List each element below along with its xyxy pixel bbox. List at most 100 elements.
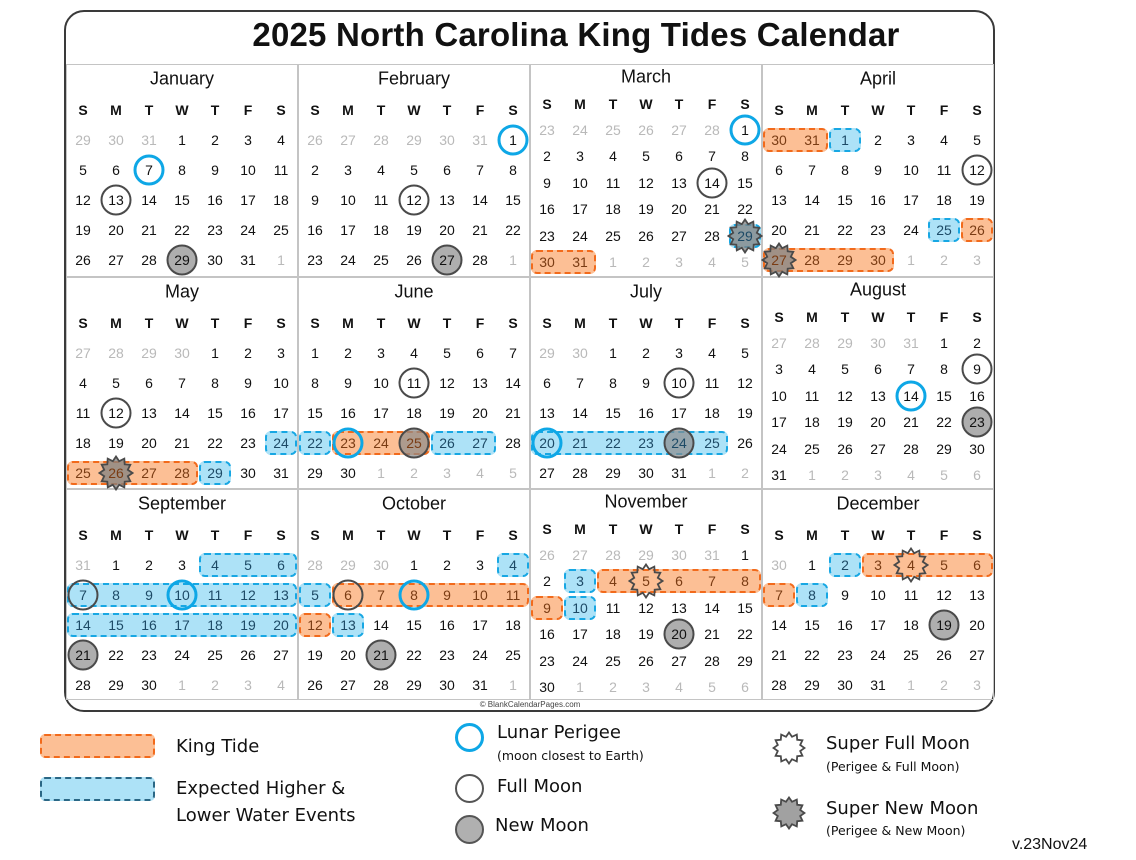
day-cell: 3 xyxy=(244,132,252,148)
month-name: January xyxy=(149,68,215,89)
weekday-header: M xyxy=(342,102,354,118)
day-cell: 6 xyxy=(145,375,153,391)
weekday-header: S xyxy=(508,102,518,118)
day-cell: 7 xyxy=(708,573,716,590)
day-cell: 31 xyxy=(141,132,157,148)
day-cell: 6 xyxy=(973,557,981,573)
day-cell: 28 xyxy=(704,227,720,244)
day-cell: 29 xyxy=(75,132,91,148)
weekday-header: M xyxy=(342,315,354,331)
day-cell: 22 xyxy=(804,647,820,663)
day-cell: 7 xyxy=(576,375,584,391)
day-cell: 26 xyxy=(638,122,654,138)
expected-water-highlight xyxy=(564,595,596,620)
weekday-header: S xyxy=(508,527,518,543)
day-cell: 1 xyxy=(509,252,517,268)
day-cell: 30 xyxy=(870,335,886,351)
day-cell: 28 xyxy=(704,122,720,138)
day-cell: 25 xyxy=(804,440,820,457)
day-cell: 31 xyxy=(472,677,488,693)
day-cell: 5 xyxy=(311,587,319,603)
weekday-header: T xyxy=(906,527,916,543)
day-cell: 16 xyxy=(539,626,555,643)
day-cell: 6 xyxy=(443,162,451,178)
weekday-header: W xyxy=(871,102,885,118)
day-cell: 26 xyxy=(406,252,422,268)
day-cell: 27 xyxy=(75,345,91,361)
day-cell: 11 xyxy=(605,174,621,191)
day-cell: 17 xyxy=(240,192,256,208)
super-new-moon-star-icon xyxy=(772,796,806,830)
day-cell: 30 xyxy=(108,132,124,148)
day-cell: 15 xyxy=(936,387,952,404)
day-cell: 27 xyxy=(108,252,124,268)
day-cell: 14 xyxy=(771,617,787,633)
day-cell: 5 xyxy=(741,345,749,361)
day-cell: 5 xyxy=(79,162,87,178)
day-cell: 16 xyxy=(638,405,654,421)
day-cell: 18 xyxy=(406,405,422,421)
weekday-header: F xyxy=(243,102,253,118)
day-cell: 28 xyxy=(704,652,720,669)
day-cell: 1 xyxy=(741,122,749,138)
day-cell: 20 xyxy=(340,647,356,663)
day-cell: 9 xyxy=(874,162,882,178)
day-cell: 18 xyxy=(903,617,919,633)
day-cell: 20 xyxy=(671,626,687,643)
weekday-header: T xyxy=(840,527,850,543)
day-cell: 7 xyxy=(377,587,385,603)
day-cell: 14 xyxy=(804,192,820,208)
day-cell: 23 xyxy=(240,435,256,451)
day-cell: 10 xyxy=(340,192,356,208)
month-panel-april xyxy=(762,64,994,277)
king-tide-highlight xyxy=(862,553,993,577)
legend-perigee: Lunar Perigee xyxy=(497,722,621,743)
day-cell: 25 xyxy=(936,222,952,238)
day-cell: 30 xyxy=(771,132,787,148)
weekday-header: S xyxy=(774,309,784,325)
weekday-header: T xyxy=(906,309,916,325)
expected-water-highlight xyxy=(829,553,861,577)
day-cell: 3 xyxy=(907,132,915,148)
weekday-header: W xyxy=(175,315,189,331)
day-cell: 2 xyxy=(642,345,650,361)
day-cell: 30 xyxy=(870,252,886,268)
day-cell: 6 xyxy=(543,375,551,391)
day-cell: 2 xyxy=(841,467,849,483)
super-full-moon-star-shape xyxy=(628,563,664,600)
day-cell: 1 xyxy=(609,345,617,361)
weekday-header: M xyxy=(574,96,586,112)
day-cell: 6 xyxy=(112,162,120,178)
new-moon-icon xyxy=(166,244,198,276)
expected-water-highlight xyxy=(199,553,297,577)
day-cell: 21 xyxy=(472,222,488,238)
day-cell: 25 xyxy=(903,647,919,663)
day-cell: 18 xyxy=(605,201,621,218)
day-cell: 1 xyxy=(377,465,385,481)
day-cell: 16 xyxy=(240,405,256,421)
weekday-header: S xyxy=(310,527,320,543)
new-moon-icon xyxy=(67,639,99,671)
day-cell: 4 xyxy=(79,375,87,391)
new-moon-icon xyxy=(365,639,397,671)
day-cell: 25 xyxy=(505,647,521,663)
super-full-moon-star-shape xyxy=(893,547,929,583)
day-cell: 12 xyxy=(837,387,853,404)
day-cell: 14 xyxy=(373,617,389,633)
day-cell: 18 xyxy=(704,405,720,421)
month-panel-september xyxy=(66,489,298,700)
day-cell: 3 xyxy=(178,557,186,573)
day-cell: 27 xyxy=(671,227,687,244)
day-cell: 22 xyxy=(307,435,323,451)
weekday-header: F xyxy=(939,102,949,118)
weekday-header: S xyxy=(276,102,286,118)
month-panel-august xyxy=(762,277,994,489)
day-cell: 20 xyxy=(141,435,157,451)
day-cell: 10 xyxy=(174,587,190,603)
weekday-header: S xyxy=(310,102,320,118)
day-cell: 1 xyxy=(741,547,749,563)
day-cell: 18 xyxy=(75,435,91,451)
month-panel-july xyxy=(530,277,762,489)
day-cell: 29 xyxy=(539,345,555,361)
weekday-header: T xyxy=(210,315,220,331)
